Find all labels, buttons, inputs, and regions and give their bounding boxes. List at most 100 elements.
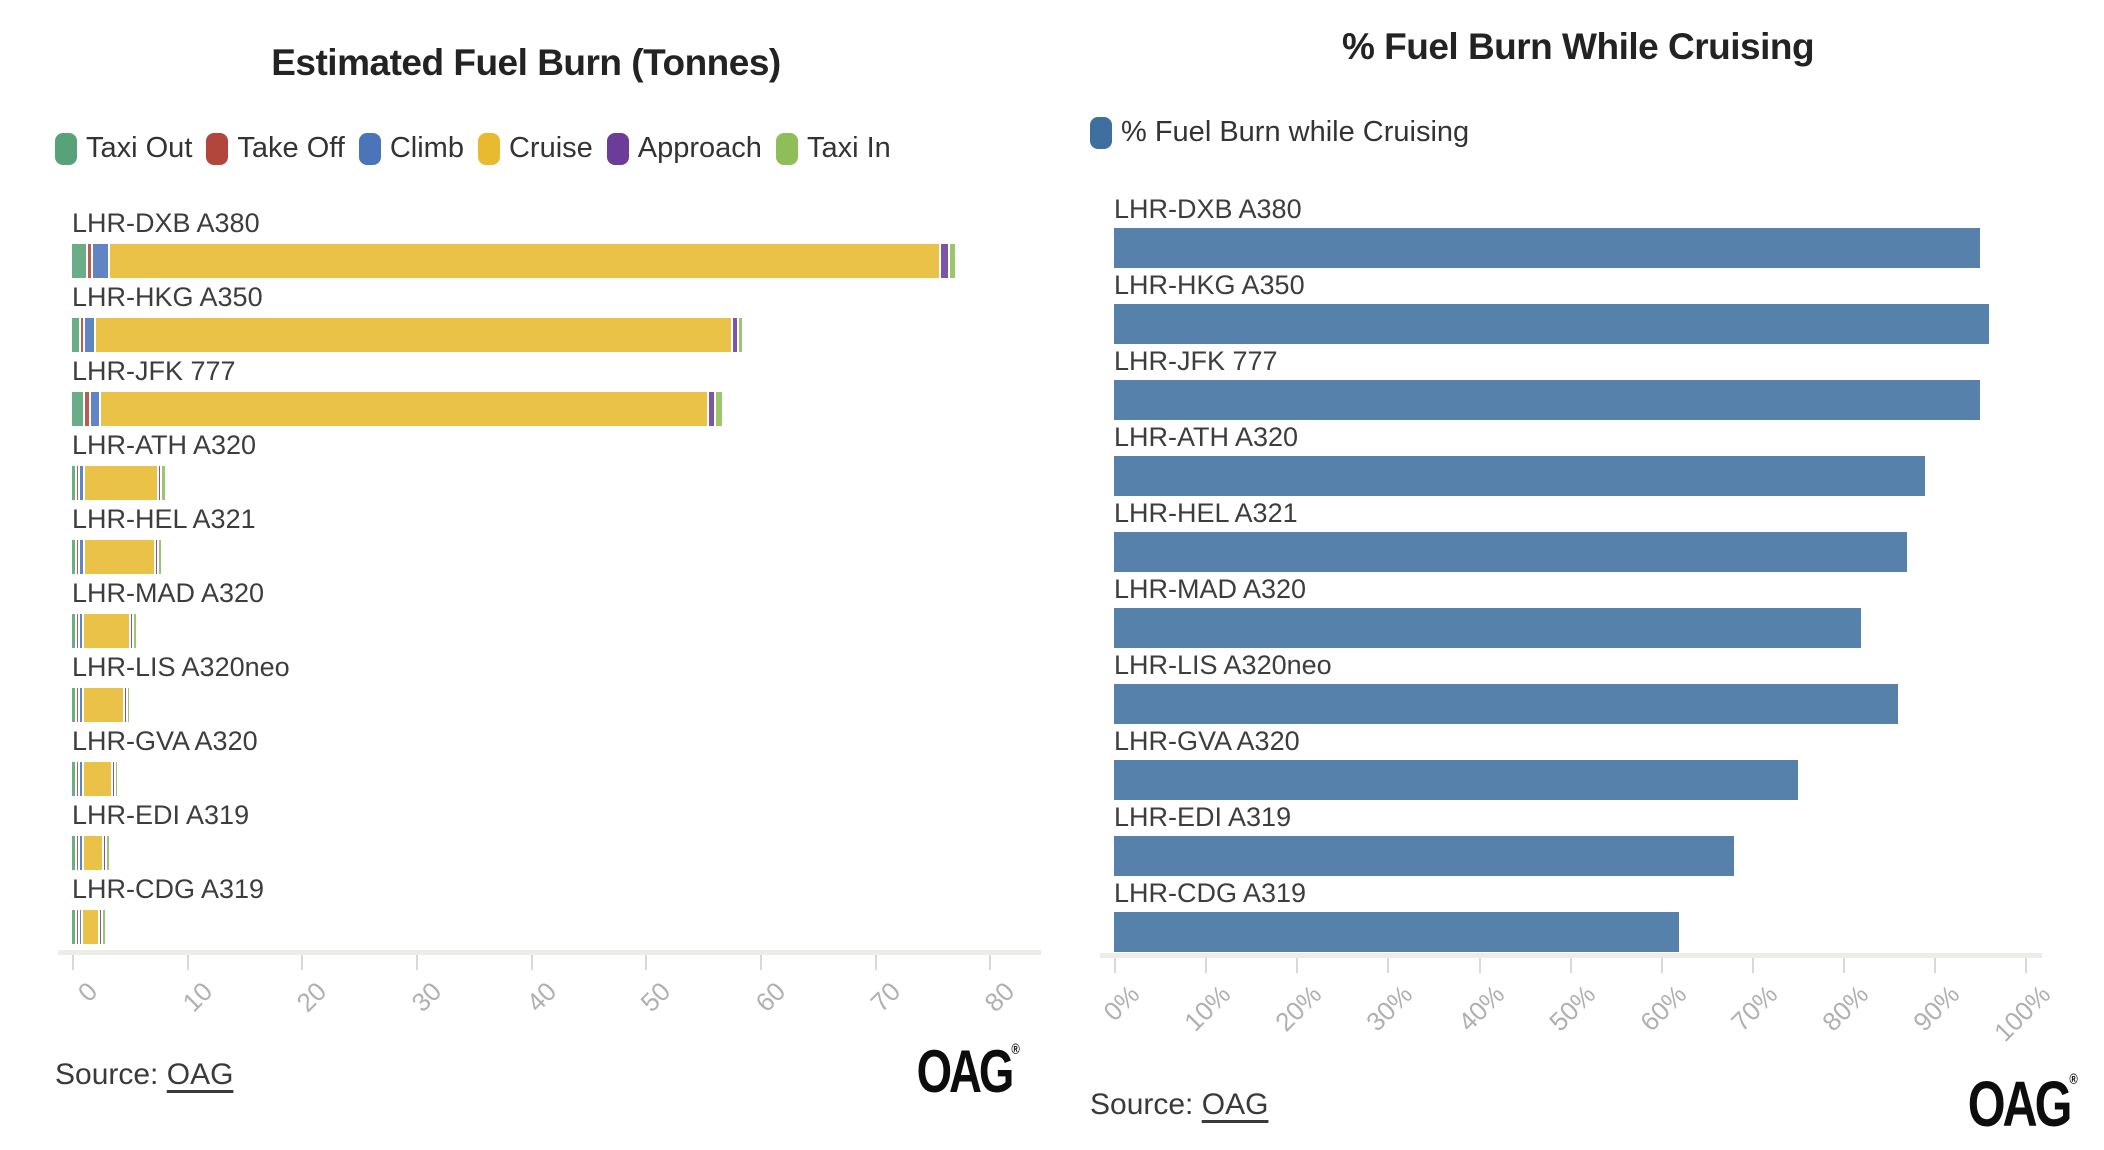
bar-segment-cruise: [84, 762, 111, 796]
bar-label-lhr-dxb-a380: LHR-DXB A380: [1114, 194, 1302, 224]
axis-tick-40: [530, 955, 533, 970]
legend-fuel-burn: Taxi Out Take Off Climb Cruise Approach Taxi …: [55, 132, 891, 165]
bar-row-lhr-ath-a320: LHR-ATH A320: [72, 427, 1035, 501]
bar-segment-approach: [124, 688, 126, 722]
axis-tick-80: [1843, 958, 1846, 973]
bar-track-lhr-hel-a321: [1114, 532, 2040, 572]
bar-segment-taxi-in: [102, 910, 105, 944]
legend-swatch-cruise: [477, 132, 500, 165]
bar-track-lhr-jfk-777: [1114, 380, 2040, 420]
bar-segment-take-off: [77, 540, 79, 574]
bar-segment-taxi-in: [134, 614, 136, 648]
axis-tick-label-0: 0: [71, 976, 104, 1008]
bar-segment-cruise: [83, 910, 98, 944]
legend-label-fuel-burn-while-cruising: % Fuel Burn while Cruising: [1121, 116, 1470, 148]
bar-track-lhr-ath-a320: [72, 466, 1035, 500]
bar-segment-taxi-in: [162, 466, 165, 500]
legend-item-taxi-out: Taxi Out: [55, 132, 192, 165]
chart-title-fuel-burn: Estimated Fuel Burn (Tonnes): [271, 42, 781, 83]
axis-tick-label-90: 90%: [1907, 979, 1966, 1038]
bar-segment-climb: [80, 466, 83, 500]
bar-segment-approach: [112, 762, 114, 796]
source-oag-link[interactable]: OAG: [1201, 1088, 1269, 1121]
bar-segment-taxi-out: [72, 244, 86, 278]
axis-tick-label-70: 70: [864, 976, 906, 1018]
oag-logo-text: OAG: [1967, 1068, 2073, 1140]
bar-row-lhr-lis-a320neo: LHR-LIS A320neo: [1114, 648, 2040, 724]
bar-segment-taxi-out: [72, 540, 76, 574]
axis-tick-10: [186, 955, 189, 970]
axis-line: [1100, 953, 2042, 958]
bar-segment-climb: [93, 244, 109, 278]
bar-row-lhr-jfk-777: LHR-JFK 777: [72, 353, 1035, 427]
bar-segment-taxi-in: [950, 244, 955, 278]
bar-segment-cruise: [110, 244, 939, 278]
bar-segment-climb: [79, 688, 82, 722]
bar-row-lhr-hkg-a350: LHR-HKG A350: [1114, 268, 2040, 344]
bar-track-lhr-gva-a320: [1114, 760, 2040, 800]
bar-track-lhr-dxb-a380: [72, 244, 1035, 278]
bar-segment-taxi-out: [72, 688, 75, 722]
bar-segment-approach: [940, 244, 949, 278]
bar-segment-fuel-burn-while-cruising: [1114, 532, 1907, 572]
oag-logo: OAG®: [1968, 1072, 2078, 1136]
oag-logo-registered-mark: ®: [2069, 1071, 2078, 1088]
bar-segment-take-off: [76, 688, 78, 722]
bar-label-lhr-gva-a320: LHR-GVA A320: [72, 726, 258, 756]
axis-tick-label-40: 40%: [1451, 979, 1510, 1038]
bar-segment-cruise: [96, 318, 732, 352]
bar-segment-approach: [99, 910, 101, 944]
legend-label-taxi-in: Taxi In: [806, 132, 891, 164]
bar-label-lhr-cdg-a319: LHR-CDG A319: [72, 874, 265, 904]
bar-segment-taxi-out: [72, 392, 84, 426]
bar-track-lhr-ath-a320: [1114, 456, 2040, 496]
legend-swatch-take-off: [206, 132, 229, 165]
axis-tick-label-10: 10: [176, 976, 218, 1018]
legend-label-climb: Climb: [389, 132, 464, 164]
bar-segment-fuel-burn-while-cruising: [1114, 608, 1862, 648]
bar-segment-take-off: [76, 910, 78, 944]
bar-segment-fuel-burn-while-cruising: [1114, 836, 1734, 876]
axis-tick-label-100: 100%: [1988, 979, 2057, 1048]
axis-tick-label-50: 50: [634, 976, 677, 1018]
legend-swatch-fuel-burn-while-cruising: [1090, 116, 1112, 149]
bar-segment-taxi-in: [106, 836, 109, 870]
bar-segment-climb: [79, 910, 81, 944]
legend-label-cruise: Cruise: [508, 132, 593, 164]
bar-track-lhr-hkg-a350: [72, 318, 1035, 352]
bar-segment-taxi-out: [72, 762, 76, 796]
bar-track-lhr-dxb-a380: [1114, 228, 2040, 268]
bar-label-lhr-edi-a319: LHR-EDI A319: [1114, 802, 1292, 832]
bar-segment-climb: [80, 836, 82, 870]
bar-track-lhr-cdg-a319: [72, 910, 1035, 944]
axis-tick-20: [1296, 958, 1299, 973]
legend-swatch-taxi-out: [55, 132, 77, 165]
bar-row-lhr-hel-a321: LHR-HEL A321: [1114, 496, 2040, 572]
bar-row-lhr-cdg-a319: LHR-CDG A319: [72, 871, 1035, 945]
x-axis-fuel-burn: 0 10 20 30 40 50 60 70 80: [58, 950, 1041, 1040]
bar-track-lhr-cdg-a319: [1114, 912, 2040, 952]
chart-panel-fuel-burn: Estimated Fuel Burn (Tonnes) Taxi Out Tak…: [55, 42, 1041, 1102]
source-oag-link[interactable]: OAG: [166, 1058, 234, 1091]
x-axis-cruise-percent: 0% 10% 20% 30% 40% 50% 60% 70% 80% 90% 100%: [1097, 953, 2057, 1047]
chart-panel-cruise-percent: % Fuel Burn While Cruising % Fuel Burn w…: [1052, 0, 2104, 1150]
axis-tick-label-50: 50%: [1542, 979, 1601, 1038]
bar-segment-fuel-burn-while-cruising: [1114, 304, 1989, 344]
legend-swatch-climb: [358, 132, 381, 165]
bar-segment-approach: [733, 318, 737, 352]
bar-segment-approach: [155, 540, 157, 574]
bar-segment-take-off: [85, 392, 89, 426]
bar-segment-taxi-out: [72, 318, 79, 352]
axis-tick-label-60: 60%: [1634, 979, 1693, 1038]
axis-tick-label-20: 20%: [1269, 979, 1328, 1038]
bar-row-lhr-lis-a320neo: LHR-LIS A320neo: [72, 649, 1035, 723]
legend-label-taxi-out: Taxi Out: [86, 132, 193, 164]
bar-segment-taxi-in: [738, 318, 743, 352]
oag-logo: OAG®: [917, 1042, 1020, 1102]
axis-tick-70: [1751, 958, 1754, 973]
bar-label-lhr-hkg-a350: LHR-HKG A350: [72, 282, 263, 312]
source-prefix: Source:: [55, 1058, 159, 1091]
plot-cruise-percent: LHR-DXB A380 LHR-HKG A350 LHR-JFK 777 LHR-A…: [1114, 192, 2040, 952]
bar-track-lhr-hel-a321: [72, 540, 1035, 574]
